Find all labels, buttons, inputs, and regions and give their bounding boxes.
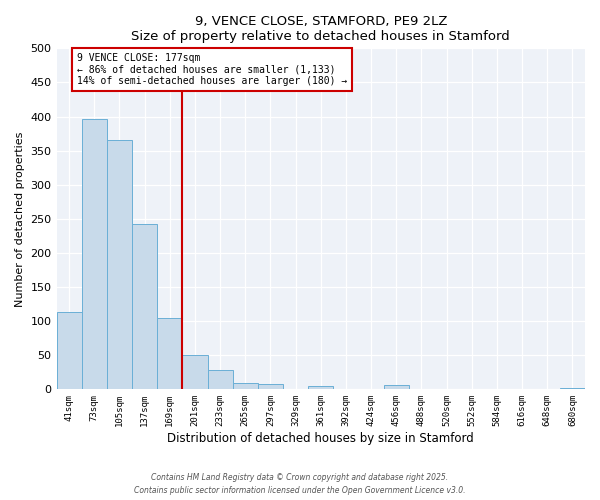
Bar bbox=[560, 388, 585, 390]
Bar bbox=[82, 118, 107, 390]
Bar bbox=[157, 318, 182, 390]
Bar bbox=[308, 386, 334, 390]
Text: 9 VENCE CLOSE: 177sqm
← 86% of detached houses are smaller (1,133)
14% of semi-d: 9 VENCE CLOSE: 177sqm ← 86% of detached … bbox=[77, 53, 347, 86]
Bar bbox=[233, 383, 258, 390]
Bar bbox=[182, 355, 208, 390]
Bar bbox=[132, 224, 157, 390]
Bar bbox=[107, 140, 132, 390]
X-axis label: Distribution of detached houses by size in Stamford: Distribution of detached houses by size … bbox=[167, 432, 474, 445]
Bar bbox=[208, 370, 233, 390]
Text: Contains HM Land Registry data © Crown copyright and database right 2025.
Contai: Contains HM Land Registry data © Crown c… bbox=[134, 474, 466, 495]
Bar bbox=[383, 385, 409, 390]
Bar bbox=[258, 384, 283, 390]
Bar bbox=[56, 312, 82, 390]
Y-axis label: Number of detached properties: Number of detached properties bbox=[15, 131, 25, 306]
Title: 9, VENCE CLOSE, STAMFORD, PE9 2LZ
Size of property relative to detached houses i: 9, VENCE CLOSE, STAMFORD, PE9 2LZ Size o… bbox=[131, 15, 510, 43]
